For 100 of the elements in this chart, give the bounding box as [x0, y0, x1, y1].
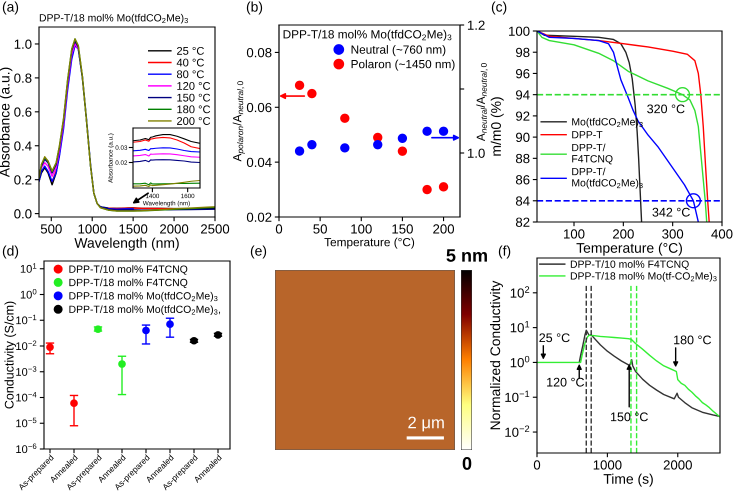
y-tick-label: 10$^{−1}$: [505, 390, 530, 402]
y-tick-label: 0.4: [14, 141, 32, 151]
text: (a): [2, 2, 18, 14]
y-tick-label: 10$^{2}$: [510, 286, 530, 298]
legend-label: DPP-T/18 mol% F4TCNQ: [69, 278, 188, 288]
y2-tick-label: 1.0: [468, 148, 485, 158]
point: [294, 80, 304, 90]
legend-label: DPP-T/10 mol% F4TCNQ: [69, 265, 188, 275]
text: (b): [246, 2, 262, 14]
y-tick-label: 0.04: [246, 158, 272, 168]
x-axis-title: Temperature (°C): [576, 242, 682, 256]
y-tick-label: 10$^{−3}$: [16, 366, 36, 376]
y-tick-label: 84: [516, 196, 530, 206]
point: [438, 182, 448, 192]
y-tick-label: 96: [516, 69, 530, 78]
text: (c): [492, 2, 506, 14]
legend-label: 120 °C: [177, 82, 210, 90]
y-tick-label: 1.0: [14, 40, 32, 49]
legend-label: DPP-T/18 mol% Mo(tfdCO$_{2}$Me)$_{3}$: [69, 292, 218, 302]
legend-label: 180 °C: [177, 105, 210, 114]
annotation: 25 °C: [539, 333, 570, 342]
y-tick-label: 10$^{−2}$: [505, 425, 530, 437]
point: [398, 146, 408, 156]
x-tick-label: 500: [40, 224, 62, 234]
y-tick-label: 98: [516, 48, 530, 58]
point: [422, 184, 432, 194]
point: [422, 126, 432, 136]
y-tick-label: 92: [516, 111, 530, 121]
y-tick-label: 88: [516, 154, 530, 164]
y-tick-label: 10$^{0}$: [20, 288, 36, 299]
legend-label: 80 °C: [176, 70, 204, 78]
y-tick-label: 10$^{1}$: [510, 321, 530, 332]
y-tick-label: 10$^{−2}$: [16, 340, 36, 350]
x-tick-label: 150: [392, 224, 413, 234]
legend-label: DPP-T/ F4TCNQ: [572, 144, 613, 164]
y-axis-title: A$_{polaron}$/A$_{neutral,0}$: [232, 81, 245, 162]
x-tick-label: 300: [662, 229, 684, 239]
point: [214, 331, 222, 339]
line-series: [133, 136, 200, 150]
y-tick-label: 10$^{−5}$: [16, 418, 36, 428]
legend-label: 200 °C: [177, 117, 210, 125]
x-tick-label: 2000: [664, 460, 692, 470]
legend-label: DPP-T: [572, 131, 602, 138]
x-tick-label: 400: [711, 229, 732, 239]
y-tick-label: 86: [516, 175, 530, 184]
y-tick-label: 10$^{−4}$: [16, 392, 36, 402]
line-series: [40, 43, 79, 177]
y-axis-title: Conductivity (S/cm): [4, 302, 16, 409]
point: [398, 134, 408, 143]
annotation: 120 °C: [547, 378, 584, 387]
x-tick-label: 2000: [160, 224, 188, 234]
legend-label: DPP-T/10 mol% F4TCNQ: [570, 260, 689, 270]
text: 5 nm: [446, 249, 487, 262]
text: (e): [250, 246, 266, 258]
point: [70, 399, 78, 408]
y-tick-label: 0.06: [246, 102, 272, 112]
point: [118, 360, 126, 368]
annotation: 180 °C: [674, 335, 712, 344]
y-tick-label: 0.6: [14, 107, 32, 117]
y-tick-label: 10$^{−1}$: [16, 314, 36, 324]
point: [438, 126, 448, 136]
text: (d): [2, 246, 18, 258]
y-tick-label: 82: [516, 218, 530, 227]
legend-label: DPP-T/18 mol% Mo(tf-CO$_{2}$Me)$_{3}$: [570, 272, 717, 282]
x-tick-label: 0: [276, 224, 282, 234]
point: [373, 140, 382, 150]
x-tick-label: 200: [612, 229, 634, 239]
point: [142, 326, 150, 334]
x-axis-title: Wavelength (nm): [74, 238, 179, 251]
y-axis-title: Normalized Conductivity: [490, 280, 503, 430]
point: [340, 114, 350, 123]
legend-label: 40 °C: [176, 58, 204, 66]
legend-label: DPP-T/18 mol% Mo(tfdCO$_{2}$Me)$_{3}$,: [69, 305, 220, 316]
point: [166, 320, 174, 328]
point: [307, 140, 317, 150]
x-tick-label: 100: [564, 229, 584, 239]
chart-title: DPP-T/18 mol% Mo(tfdCO$_{2}$Me)$_{3}$: [40, 14, 188, 24]
annotation: 320 °C: [647, 104, 685, 114]
annotation: 342 °C: [652, 208, 690, 217]
y-tick-label: 10$^{0}$: [510, 356, 530, 368]
y-axis-title: m/m0 (%): [490, 97, 504, 156]
legend-label: Polaron (~1450 nm): [352, 60, 455, 71]
legend-label: 150 °C: [177, 94, 210, 102]
annotation: 150 °C: [610, 412, 648, 422]
x-tick-label: 100: [351, 224, 372, 234]
point: [340, 143, 350, 153]
point: [307, 88, 317, 98]
chart-title: DPP-T/18 mol% Mo(tfdCO$_{2}$Me)$_{3}$: [284, 30, 452, 41]
y-tick-label: 0.0: [14, 209, 32, 219]
x-tick-label: 200: [433, 224, 454, 234]
x-tick-label: 50: [313, 224, 327, 234]
y-tick-label: 10$^{1}$: [20, 263, 36, 273]
y-tick-label: 100: [509, 26, 530, 36]
y-tick-label: 94: [516, 90, 530, 100]
x-axis-title: Temperature (°C): [324, 238, 414, 249]
y2-axis-title: A$_{neutral}$/A$_{neutral,0}$: [476, 63, 488, 142]
legend-label: 25 °C: [177, 46, 204, 55]
legend-label: Neutral (~760 nm): [352, 45, 446, 56]
x-axis-title: Time (s): [604, 474, 653, 487]
x-tick-label: 2500: [200, 224, 230, 234]
